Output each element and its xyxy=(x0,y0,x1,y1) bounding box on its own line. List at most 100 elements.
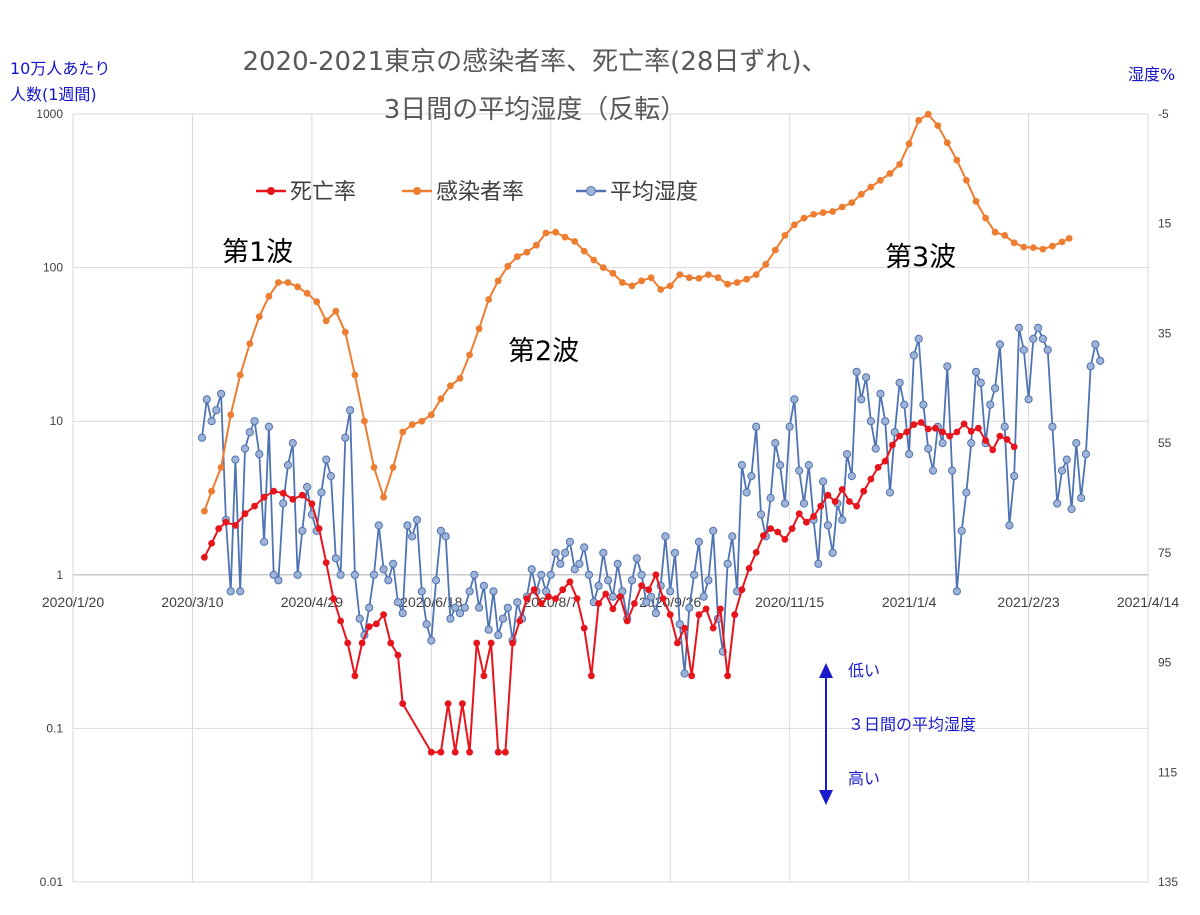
data-point-infections xyxy=(1001,232,1009,239)
data-point-humidity xyxy=(608,592,618,601)
data-point-humidity xyxy=(1053,499,1062,508)
data-point-infections xyxy=(408,421,416,428)
data-point-humidity xyxy=(212,406,221,415)
data-point-deaths xyxy=(831,498,839,505)
data-point-infections xyxy=(533,241,540,249)
x-tick-label: 2020/11/15 xyxy=(755,594,824,610)
data-point-deaths xyxy=(530,586,538,594)
data-point-deaths xyxy=(473,639,481,647)
data-point-humidity xyxy=(412,515,422,525)
data-point-humidity xyxy=(952,587,962,596)
data-point-deaths xyxy=(215,525,223,532)
data-point-humidity xyxy=(709,526,718,536)
data-point-deaths xyxy=(201,553,208,561)
data-point-humidity xyxy=(651,609,661,618)
data-point-humidity xyxy=(470,570,479,579)
data-point-humidity xyxy=(1062,455,1071,464)
left-tick-label: 0.1 xyxy=(46,721,63,735)
data-point-infections xyxy=(628,282,636,290)
data-point-humidity xyxy=(795,466,804,475)
data-point-infections xyxy=(609,269,617,277)
data-point-humidity xyxy=(971,367,981,376)
data-point-humidity xyxy=(331,554,340,563)
data-point-infections xyxy=(447,382,454,390)
data-point-humidity xyxy=(1086,362,1095,371)
right-tick-label: 135 xyxy=(1158,875,1178,889)
data-point-humidity xyxy=(513,598,522,607)
legend-item-deaths: 死亡率 xyxy=(256,180,356,205)
data-point-deaths xyxy=(702,605,710,613)
data-point-humidity xyxy=(948,466,957,475)
data-point-deaths xyxy=(580,624,588,632)
data-point-infections xyxy=(714,274,722,282)
data-point-infections xyxy=(924,110,932,118)
data-point-humidity xyxy=(465,587,474,596)
data-point-humidity xyxy=(814,559,823,568)
data-point-deaths xyxy=(494,748,502,756)
data-point-humidity xyxy=(728,532,737,541)
data-point-infections xyxy=(724,280,731,288)
data-point-humidity xyxy=(642,598,651,607)
data-point-humidity xyxy=(914,334,923,343)
data-point-infections xyxy=(513,253,521,260)
right-axis-label: 湿度% xyxy=(1128,65,1175,84)
data-point-deaths xyxy=(917,419,925,426)
left-axis-label-line-1: 10万人あたり xyxy=(10,59,110,78)
data-point-infections xyxy=(561,233,569,241)
data-point-infections xyxy=(313,298,321,306)
legend-label-infections: 感染者率 xyxy=(436,180,524,205)
data-point-infections xyxy=(676,271,684,278)
data-point-humidity xyxy=(1057,466,1067,475)
data-point-humidity xyxy=(852,367,861,376)
data-point-humidity xyxy=(369,570,379,579)
data-point-humidity xyxy=(432,576,441,585)
data-point-humidity xyxy=(1096,356,1105,365)
data-point-infections xyxy=(236,371,244,379)
data-point-humidity xyxy=(742,488,751,497)
data-point-deaths xyxy=(853,502,860,510)
data-point-humidity xyxy=(570,565,579,574)
data-point-deaths xyxy=(208,540,216,547)
data-point-infections xyxy=(771,246,779,254)
data-point-humidity xyxy=(403,521,412,530)
wave-2-label: 第2波 xyxy=(508,336,579,367)
data-point-infections xyxy=(619,279,626,286)
data-point-deaths xyxy=(810,513,817,520)
data-point-infections xyxy=(848,199,856,207)
humidity-direction-arrow xyxy=(819,663,833,805)
data-point-humidity xyxy=(699,592,708,601)
data-point-humidity xyxy=(991,384,1000,393)
data-point-humidity xyxy=(943,362,952,371)
data-point-deaths xyxy=(466,748,473,756)
data-point-humidity xyxy=(694,537,704,547)
data-point-deaths xyxy=(509,639,516,647)
data-point-deaths xyxy=(896,432,903,440)
data-point-deaths xyxy=(781,536,789,543)
data-point-infections xyxy=(466,351,473,359)
data-point-infections xyxy=(666,282,674,290)
data-point-humidity xyxy=(489,587,498,596)
data-point-deaths xyxy=(545,593,552,601)
data-point-humidity xyxy=(341,433,350,442)
data-point-deaths xyxy=(380,611,387,619)
data-point-infections xyxy=(370,464,378,471)
data-point-deaths xyxy=(767,525,774,532)
data-point-infections xyxy=(485,296,493,303)
data-point-infections xyxy=(1065,235,1073,242)
right-tick-label: 95 xyxy=(1158,656,1172,670)
data-point-humidity xyxy=(231,455,240,464)
data-point-deaths xyxy=(867,475,875,483)
data-point-deaths xyxy=(953,428,961,436)
x-tick-label: 2021/2/23 xyxy=(997,594,1059,610)
data-point-humidity xyxy=(217,389,226,398)
data-point-humidity xyxy=(766,493,775,503)
data-point-humidity xyxy=(197,433,207,442)
data-point-deaths xyxy=(659,595,667,602)
data-point-humidity xyxy=(422,620,431,629)
legend-marker-humidity xyxy=(586,186,596,196)
series-layer xyxy=(197,110,1105,756)
data-point-humidity xyxy=(551,548,560,558)
data-point-humidity xyxy=(365,603,374,612)
